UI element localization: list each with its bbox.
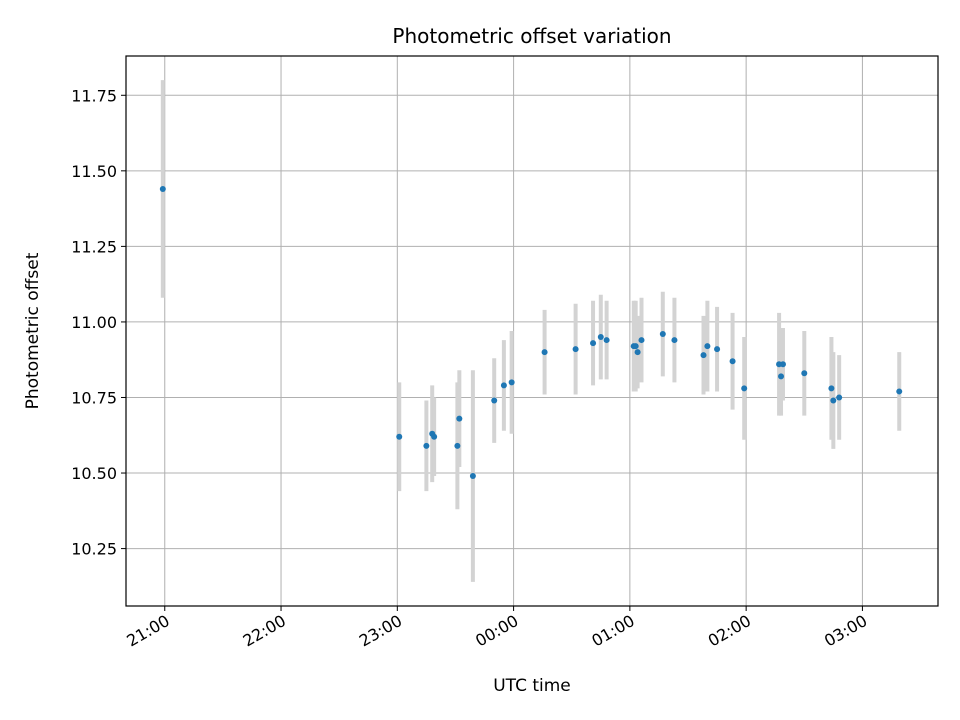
y-axis-label: Photometric offset — [23, 252, 43, 409]
data-point — [572, 346, 579, 353]
data-point — [431, 433, 438, 440]
chart-title: Photometric offset variation — [392, 24, 671, 48]
data-point — [801, 370, 808, 377]
data-point — [597, 334, 604, 341]
y-tick-label: 10.50 — [71, 464, 117, 483]
grid — [126, 56, 938, 606]
plot-frame — [125, 55, 939, 607]
y-tick-label: 10.75 — [71, 388, 117, 407]
data-point — [508, 379, 515, 386]
y-tick-label: 11.50 — [71, 162, 117, 181]
data-point — [671, 337, 678, 344]
data-point — [491, 397, 498, 404]
y-tick-label: 11.00 — [71, 313, 117, 332]
data-point — [454, 442, 461, 449]
y-tick-label: 11.25 — [71, 237, 117, 256]
data-point — [779, 361, 786, 368]
y-tick-label: 10.25 — [71, 540, 117, 559]
data-point — [836, 394, 843, 401]
data-point — [659, 331, 666, 338]
data-point — [778, 373, 785, 380]
data-points — [159, 185, 903, 480]
data-point — [704, 343, 711, 350]
data-point — [603, 337, 610, 344]
data-point — [634, 349, 641, 356]
data-point — [469, 473, 476, 480]
data-point — [500, 382, 507, 389]
data-point — [632, 343, 639, 350]
data-point — [896, 388, 903, 395]
data-point — [456, 415, 463, 422]
data-point — [729, 358, 736, 365]
data-point — [714, 346, 721, 353]
data-point — [741, 385, 748, 392]
data-point — [541, 349, 548, 356]
data-point — [700, 352, 707, 359]
data-point — [638, 337, 645, 344]
x-axis-label: UTC time — [493, 676, 571, 696]
data-point — [830, 397, 837, 404]
data-point — [828, 385, 835, 392]
data-point — [159, 185, 166, 192]
data-point — [590, 340, 597, 347]
y-tick-label: 11.75 — [71, 86, 117, 105]
data-point — [396, 433, 403, 440]
data-point — [423, 442, 430, 449]
